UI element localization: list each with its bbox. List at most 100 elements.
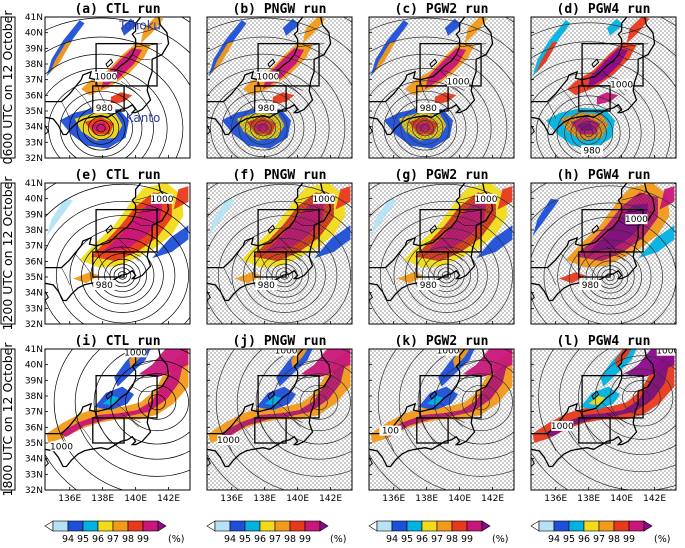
pressure-label-bg (579, 279, 602, 290)
lat-tick-label: 40N (25, 361, 43, 371)
lon-tick-label: 136E (220, 494, 243, 504)
colorbar-tick-label: 96 (578, 534, 590, 545)
isobar-contour (259, 253, 309, 298)
row-label: 1200 UTC on 12 October (0, 176, 15, 331)
prefecture-boundary (606, 246, 626, 262)
isobar-contour (81, 238, 164, 313)
isobar-contour (622, 380, 661, 416)
colorbar-segment (142, 520, 159, 532)
rainfall-shading (535, 42, 558, 74)
isobar-contour (414, 246, 479, 305)
kanto-box (578, 251, 611, 278)
lat-tick-label: 35N (25, 107, 43, 117)
rainfall-shading (434, 92, 457, 105)
isobar-contour (428, 258, 465, 292)
colorbar-tick-label: 94 (386, 534, 398, 545)
prefecture-boundary (294, 386, 313, 392)
pressure-label: 980 (583, 146, 600, 156)
prefecture-boundary (444, 246, 464, 262)
prefecture-boundary (277, 70, 303, 91)
colorbar-tick-label: 97 (269, 534, 281, 545)
isobar-contour (207, 53, 346, 158)
pressure-label: 980 (96, 281, 113, 291)
region-label-tohoku: Tohoku (118, 19, 161, 33)
colorbar-segment (628, 520, 645, 532)
isobar-contour (45, 53, 184, 158)
lat-tick-label: 38N (25, 392, 43, 402)
prefecture-boundary (459, 358, 485, 367)
lat-tick-label: 41N (25, 13, 43, 23)
colorbar-tick-label: 99 (623, 534, 635, 545)
pressure-label: 1000 (275, 347, 298, 357)
tohoku-box (257, 42, 320, 87)
coastline (369, 17, 494, 136)
map-frame (206, 348, 353, 491)
isobar-contour (207, 36, 352, 87)
prefecture-boundary (115, 402, 141, 423)
colorbar-tick-label: 97 (431, 534, 443, 545)
colorbar-segment (553, 520, 570, 532)
lat-tick-label: 32N (25, 154, 43, 164)
pressure-label-bg (94, 71, 117, 82)
isobar-contour (243, 238, 326, 313)
prefecture-boundary (618, 220, 637, 226)
map-area: 1000 980 Tohoku Kanto (45, 17, 190, 158)
rainfall-shading (291, 349, 308, 368)
colorbar: 94 95 96 97 98 99 (%) (368, 520, 508, 545)
map-area: 1000 980 (207, 17, 352, 158)
coastline-shikoku (45, 290, 49, 301)
coastline-shikoku (369, 124, 373, 135)
colorbar-segment (538, 520, 555, 532)
prefecture-boundary (120, 80, 140, 96)
region-label-kanto: Kanto (126, 111, 161, 125)
colorbar-segment (583, 520, 600, 532)
prefecture-boundary (74, 87, 92, 109)
map-area: 1000 980 (45, 183, 190, 324)
lon-tick-label: 136E (544, 494, 567, 504)
map-area: 1000 980 (531, 183, 676, 324)
isobar-contour (559, 349, 676, 472)
panel-title: (d) PGW4 run (557, 2, 651, 17)
rainfall-shading (211, 42, 234, 74)
pressure-label-bg (312, 193, 335, 204)
pressure-label: 980 (582, 281, 599, 291)
kanto-box (92, 417, 125, 444)
kanto-box (578, 417, 611, 444)
colorbar-right-arrow (643, 520, 653, 532)
isobar-contour (372, 80, 478, 158)
rainfall-shading (425, 48, 467, 90)
lat-tick-label: 39N (25, 44, 43, 54)
colorbar-tick-label: 98 (446, 534, 458, 545)
isobar-contour (556, 104, 621, 158)
map-frame (530, 182, 677, 325)
lon-tick-label: 140E (286, 494, 309, 504)
pressure-label: 1000 (95, 73, 118, 83)
isobar-contour (369, 68, 492, 158)
colorbar-unit: (%) (330, 534, 346, 545)
colorbar: 94 95 96 97 98 99 (%) (530, 520, 670, 545)
isobar-contour (377, 349, 448, 490)
tohoku-box (581, 374, 644, 419)
panel-title: (b) PNGW run (233, 2, 327, 17)
coastline-sado (267, 390, 276, 400)
colorbar-segment (376, 520, 393, 532)
rainfall-shading (638, 225, 675, 259)
map-panel: (l) PGW4 run 1000 1000 136E 138E 140E 142E (530, 334, 677, 504)
lon-tick-label: 138E (577, 494, 600, 504)
prefecture-boundary (618, 54, 637, 60)
isobar-contour (412, 116, 438, 140)
colorbar-tick-label: 97 (107, 534, 119, 545)
prefecture-boundary (223, 101, 232, 119)
panel-title: (c) PGW2 run (395, 2, 489, 17)
coastline-sado (105, 58, 114, 68)
prefecture-boundary (606, 412, 626, 428)
isobar-contour (93, 349, 190, 460)
colorbar-tick-label: 97 (593, 534, 605, 545)
coastline-sado (429, 390, 438, 400)
isobar-contour (279, 271, 289, 280)
colorbar-tick-label: 95 (401, 534, 413, 545)
pressure-label: 1000 (437, 347, 460, 357)
isobar-contour (437, 267, 456, 284)
panel-title: (l) PGW4 run (557, 334, 651, 349)
pressure-label-bg (437, 349, 460, 356)
